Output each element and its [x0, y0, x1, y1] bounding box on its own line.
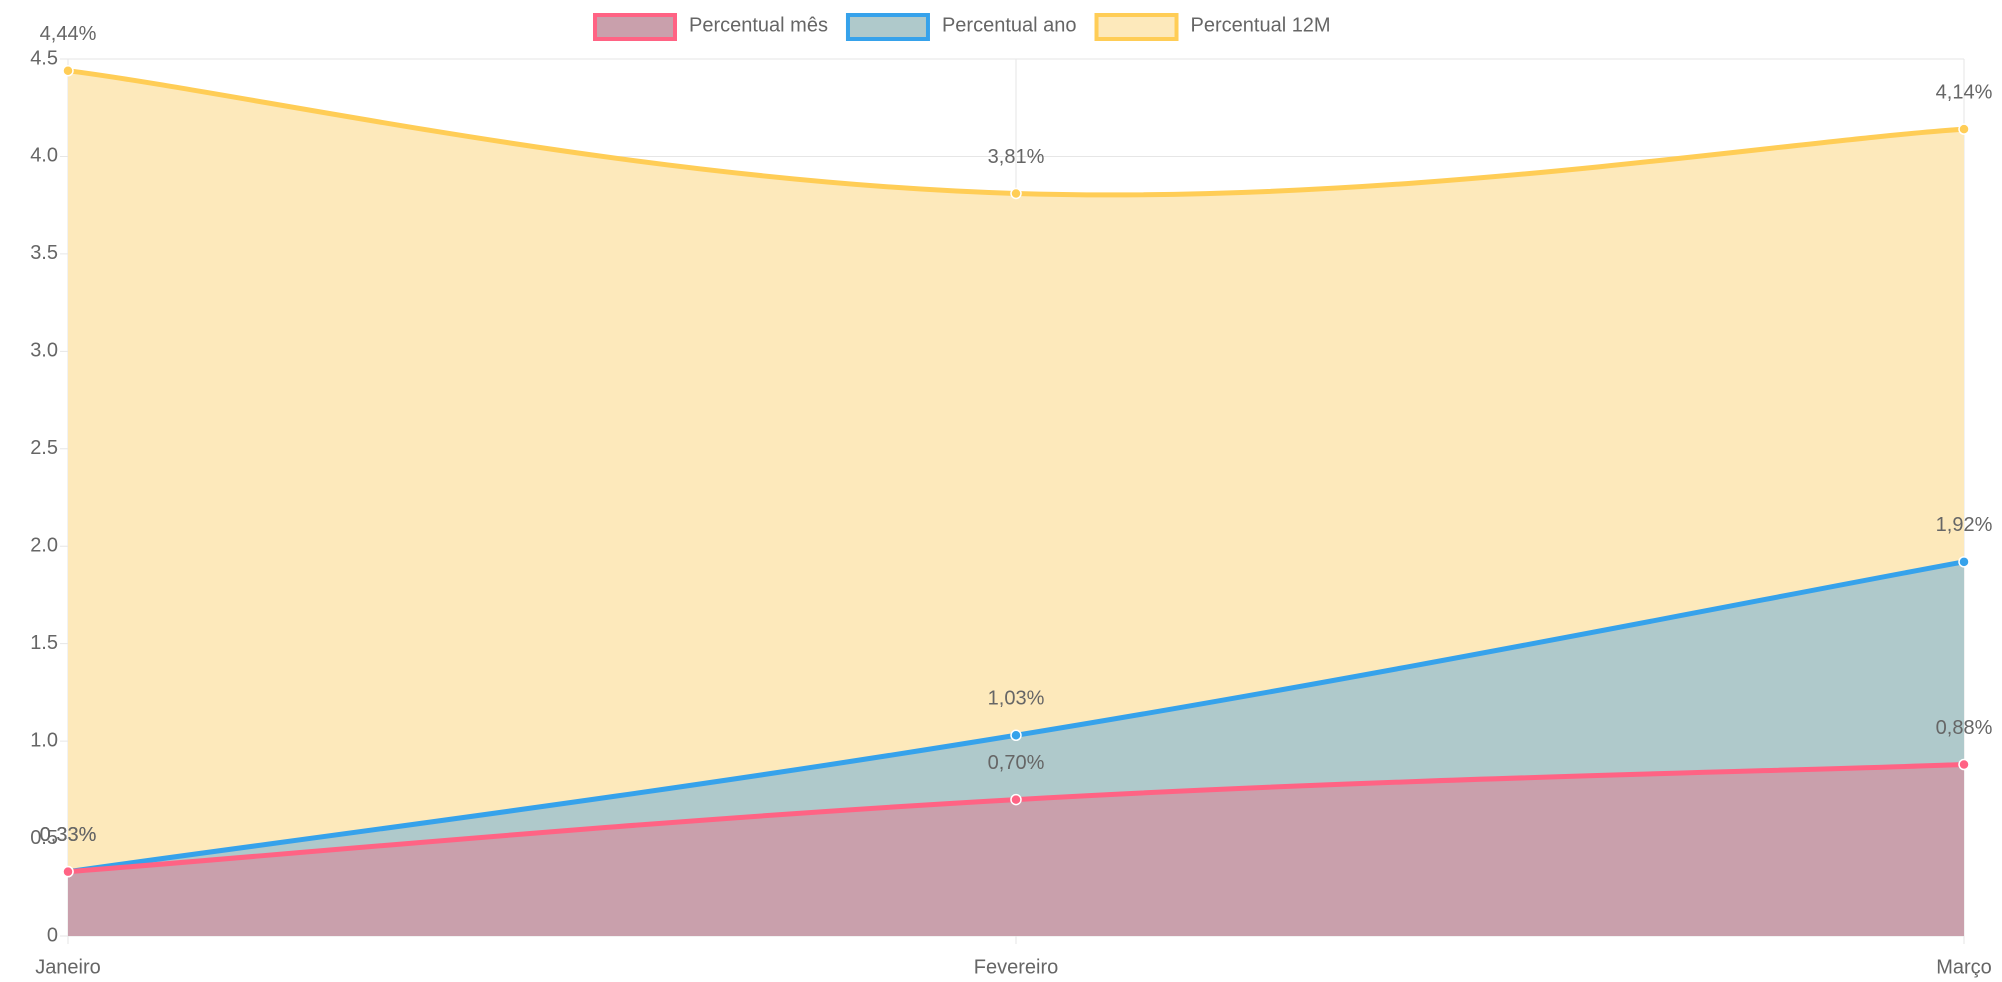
point [1010, 793, 1022, 806]
legend-label: Percentual ano [942, 14, 1077, 36]
data-label: 0,70% [988, 752, 1045, 774]
y-tick-label: 0.5 [30, 827, 58, 849]
data-label: 4,44% [40, 23, 97, 45]
y-tick-label: 3.0 [30, 340, 58, 362]
data-label: 1,92% [1936, 514, 1993, 536]
legend-swatch [1094, 13, 1179, 41]
point [62, 865, 74, 878]
y-tick-label: 3.5 [30, 242, 58, 264]
y-tick-label: 1.0 [30, 729, 58, 751]
data-label: 0,33% [40, 824, 97, 846]
point [1010, 187, 1022, 200]
point [1010, 729, 1022, 742]
data-label: 0,88% [1936, 717, 1993, 739]
y-tick-label: 1.5 [30, 632, 58, 654]
legend-label: Percentual 12M [1191, 14, 1331, 36]
data-label: 3,81% [988, 146, 1045, 168]
point [1958, 123, 1970, 135]
data-label: 0,33% [40, 824, 97, 846]
area [68, 764, 1964, 936]
point [1958, 758, 1970, 771]
y-tick-label: 2.0 [30, 535, 58, 557]
x-tick-label: Fevereiro [974, 956, 1058, 978]
data-label: 4,14% [1936, 81, 1993, 103]
legend-swatch [593, 13, 677, 41]
y-tick-label: 2.5 [30, 437, 58, 459]
x-tick-label: Março [1936, 956, 1992, 978]
point [62, 64, 74, 77]
legend-label: Percentual mês [689, 14, 828, 36]
x-tick-label: Janeiro [35, 956, 101, 978]
data-label: 1,03% [988, 688, 1045, 710]
y-tick-label: 4.5 [30, 47, 58, 69]
point [1958, 556, 1970, 568]
y-tick-label: 0 [47, 924, 58, 946]
legend-swatch [845, 13, 930, 41]
y-tick-label: 4.0 [30, 145, 58, 167]
